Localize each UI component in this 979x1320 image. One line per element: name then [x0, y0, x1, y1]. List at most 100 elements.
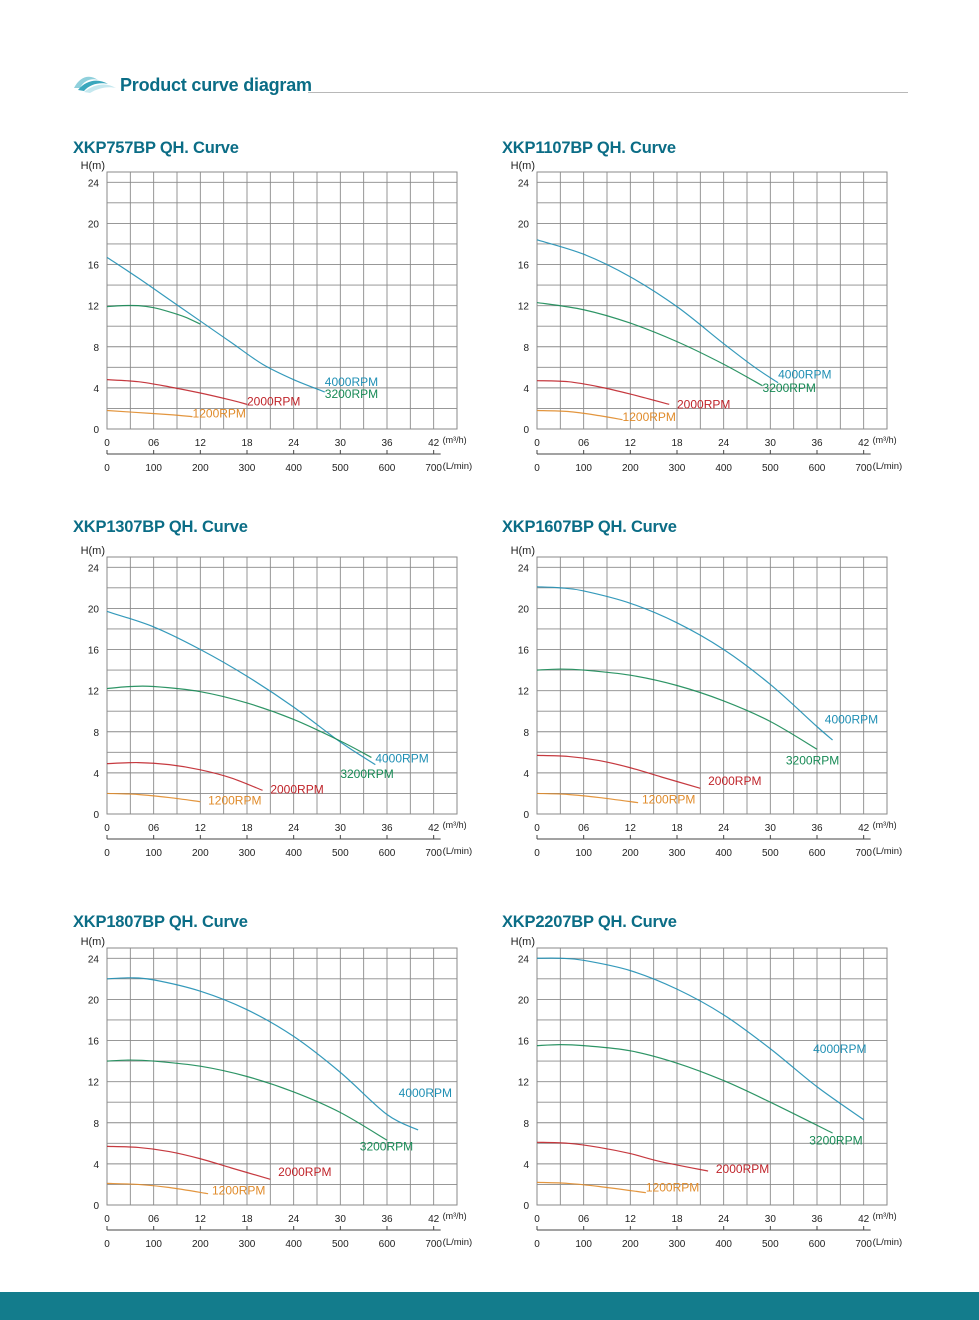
y-tick-label: 8 — [93, 343, 99, 354]
y-tick-label: 20 — [88, 219, 100, 230]
chart-6: H(m) 0 4 8 12 16 20 24 0 06 12 18 24 30 36 42 (m³/h) 0 100… — [511, 936, 903, 1250]
x-tick-label: 12 — [625, 1214, 637, 1225]
chart-title-4: XKP1607BP QH. Curve — [502, 518, 677, 536]
y-tick-label: 0 — [523, 425, 529, 436]
x2-unit-label: (L/min) — [443, 461, 473, 472]
chart-title-6: XKP2207BP QH. Curve — [502, 913, 677, 931]
y-axis-label: H(m) — [81, 545, 105, 557]
series-label-2000rpm: 2000RPM — [677, 397, 730, 411]
x-tick-label: 0 — [104, 1214, 110, 1225]
y-tick-label: 4 — [93, 1160, 99, 1171]
series-label-1200rpm: 1200RPM — [212, 1184, 265, 1198]
x2-tick-label: 700 — [425, 848, 442, 859]
y-axis-label: H(m) — [511, 936, 535, 948]
y-tick-label: 24 — [518, 178, 530, 189]
y-tick-label: 20 — [518, 219, 530, 230]
page-title: Product curve diagram — [120, 75, 312, 95]
x2-tick-label: 300 — [669, 1239, 686, 1250]
x-tick-label: 42 — [858, 823, 870, 834]
x2-tick-label: 400 — [715, 848, 732, 859]
x2-tick-label: 600 — [809, 463, 826, 474]
x2-tick-label: 500 — [332, 1239, 349, 1250]
x2-tick-label: 100 — [575, 848, 592, 859]
series-label-3200rpm: 3200RPM — [340, 767, 393, 781]
x-tick-label: 06 — [148, 1214, 160, 1225]
x-tick-label: 18 — [241, 823, 253, 834]
chart-4: H(m) 0 4 8 12 16 20 24 0 06 12 18 24 30 36 42 (m³/h) 0 100… — [511, 545, 903, 859]
x2-tick-label: 500 — [332, 848, 349, 859]
x2-tick-label: 100 — [575, 1239, 592, 1250]
x2-tick-label: 300 — [669, 848, 686, 859]
series-label-4000rpm: 4000RPM — [325, 375, 378, 389]
series-line-3200rpm — [536, 1044, 833, 1134]
x-unit-label: (m³/h) — [443, 820, 467, 830]
x2-tick-label: 400 — [285, 848, 302, 859]
y-tick-label: 0 — [93, 1201, 99, 1212]
x-tick-label: 36 — [811, 1214, 823, 1225]
series-label-2000rpm: 2000RPM — [716, 1162, 769, 1176]
x2-tick-label: 500 — [762, 1239, 779, 1250]
series-line-2000rpm — [106, 761, 263, 791]
x-tick-label: 18 — [671, 823, 683, 834]
x-unit-label: (m³/h) — [873, 435, 897, 445]
series-label-3200rpm: 3200RPM — [360, 1140, 413, 1154]
y-tick-label: 8 — [523, 728, 529, 739]
x2-tick-label: 600 — [379, 848, 396, 859]
x2-tick-label: 0 — [534, 1239, 540, 1250]
x2-tick-label: 400 — [285, 1239, 302, 1250]
x-tick-label: 24 — [288, 438, 300, 449]
x2-unit-label: (L/min) — [873, 846, 903, 857]
x-tick-label: 42 — [858, 1214, 870, 1225]
x-tick-label: 12 — [195, 1214, 207, 1225]
series-label-4000rpm: 4000RPM — [825, 713, 878, 727]
plot-frame — [536, 947, 888, 1206]
x2-tick-label: 700 — [855, 848, 872, 859]
x-tick-label: 12 — [195, 823, 207, 834]
x2-tick-label: 200 — [622, 1239, 639, 1250]
x-tick-label: 36 — [811, 438, 823, 449]
x-tick-label: 0 — [104, 438, 110, 449]
y-tick-label: 12 — [518, 1078, 530, 1089]
series-line-4000rpm — [106, 610, 376, 766]
x-tick-label: 42 — [428, 1214, 440, 1225]
series-line-4000rpm — [106, 977, 419, 1131]
chart-3: H(m) 0 4 8 12 16 20 24 0 06 12 18 24 30 36 42 (m³/h) 0 100… — [81, 545, 473, 859]
x2-tick-label: 100 — [145, 463, 162, 474]
x-tick-label: 24 — [718, 1214, 730, 1225]
y-axis-label: H(m) — [511, 545, 535, 557]
series-label-1200rpm: 1200RPM — [208, 794, 261, 808]
series-line-2000rpm — [106, 379, 248, 405]
x-unit-label: (m³/h) — [443, 1211, 467, 1221]
y-tick-label: 16 — [88, 646, 100, 657]
x2-tick-label: 700 — [425, 463, 442, 474]
x-tick-label: 30 — [765, 1214, 777, 1225]
y-axis-label: H(m) — [81, 936, 105, 948]
series-line-2000rpm — [536, 380, 670, 405]
series-line-4000rpm — [536, 957, 865, 1121]
x-tick-label: 06 — [578, 823, 590, 834]
y-tick-label: 12 — [88, 687, 100, 698]
x-tick-label: 24 — [288, 823, 300, 834]
x-tick-label: 12 — [625, 438, 637, 449]
series-line-3200rpm — [536, 301, 763, 387]
x-tick-label: 24 — [288, 1214, 300, 1225]
series-line-4000rpm — [106, 256, 325, 393]
x-tick-label: 36 — [811, 823, 823, 834]
series-line-4000rpm — [536, 239, 779, 384]
series-label-1200rpm: 1200RPM — [642, 793, 695, 807]
series-line-3200rpm — [106, 1059, 388, 1141]
x-tick-label: 42 — [858, 438, 870, 449]
x2-unit-label: (L/min) — [873, 461, 903, 472]
series-label-3200rpm: 3200RPM — [809, 1133, 862, 1147]
y-tick-label: 8 — [93, 728, 99, 739]
series-label-2000rpm: 2000RPM — [270, 782, 323, 796]
x2-tick-label: 300 — [239, 463, 256, 474]
series-label-1200rpm: 1200RPM — [193, 407, 246, 421]
y-tick-label: 24 — [88, 954, 100, 965]
y-tick-label: 0 — [93, 425, 99, 436]
series-line-1200rpm — [536, 1181, 646, 1194]
series-label-4000rpm: 4000RPM — [778, 368, 831, 382]
x-tick-label: 06 — [578, 1214, 590, 1225]
x2-tick-label: 0 — [104, 1239, 110, 1250]
y-tick-label: 24 — [88, 563, 100, 574]
